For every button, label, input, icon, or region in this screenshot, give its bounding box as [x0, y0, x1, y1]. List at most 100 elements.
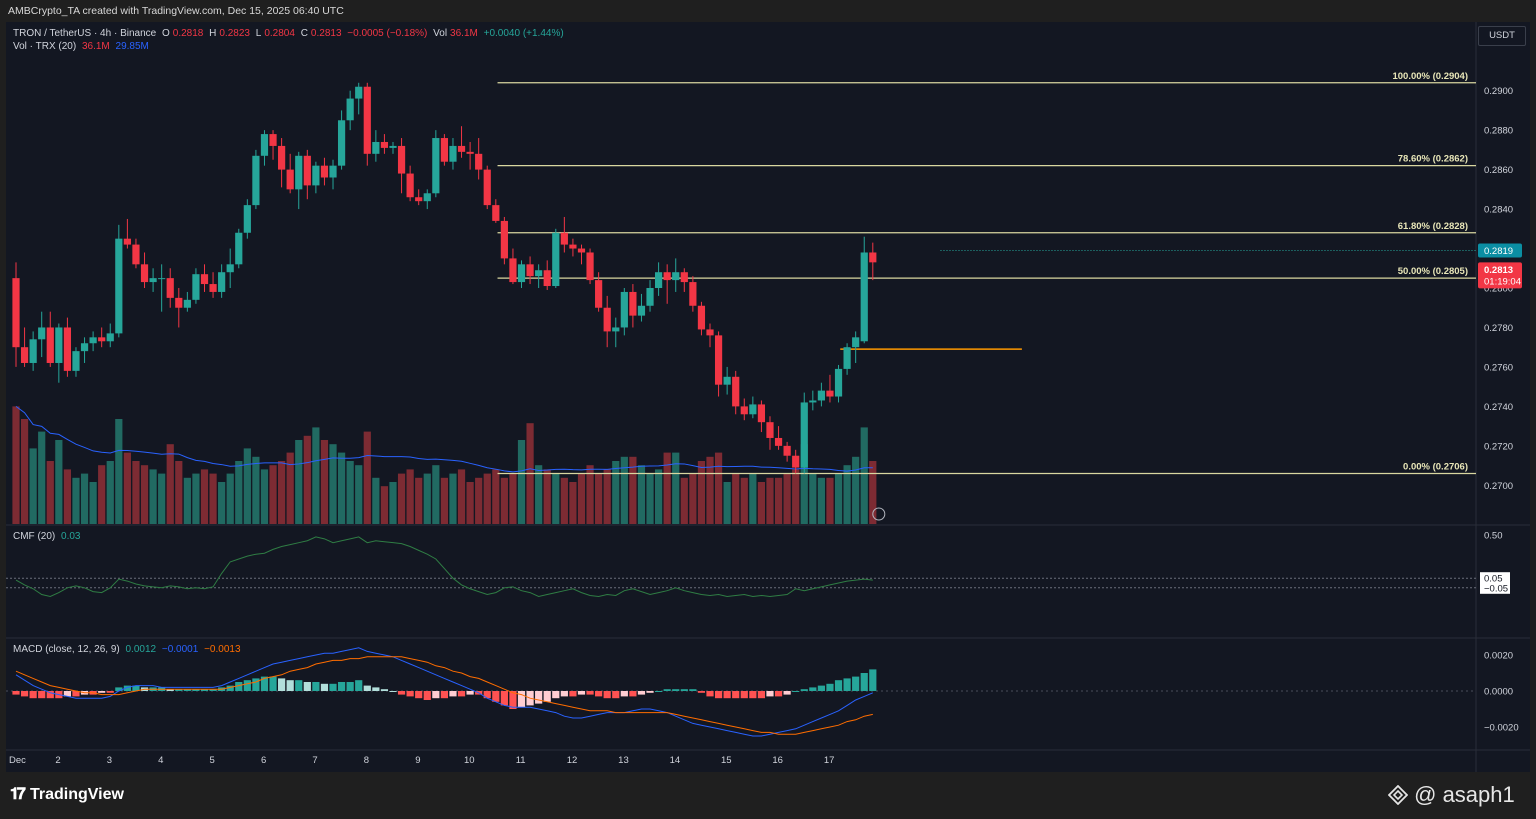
macd-histogram-bar: [509, 691, 517, 709]
candle-body: [620, 291, 628, 328]
macd-legend[interactable]: MACD (close, 12, 26, 9) 0.0012 −0.0001 −…: [13, 644, 244, 655]
volume-bar: [80, 473, 89, 524]
candle-body: [175, 297, 183, 308]
candle-body: [278, 145, 286, 170]
candle-body: [663, 272, 671, 281]
chart-canvas[interactable]: 100.00% (0.2904) 78.60% (0.2862) 61.80% (0…: [6, 22, 1530, 772]
candle-body: [817, 390, 825, 401]
fib-level-label: 61.80% (0.2828): [1398, 221, 1468, 232]
macd-histogram-bar: [646, 691, 654, 693]
candle-body: [509, 258, 517, 283]
volume-bar: [697, 461, 706, 524]
macd-histogram-bar: [38, 691, 46, 699]
volume-bar: [586, 465, 594, 524]
macd-histogram-bar: [166, 689, 174, 691]
volume-bar: [286, 452, 294, 524]
time-axis-label: 3: [107, 755, 112, 766]
candle-body: [526, 264, 534, 277]
volume-label: Vol: [433, 28, 448, 39]
volume-bar: [689, 473, 697, 524]
macd-histogram-bar: [535, 691, 543, 704]
candle-body: [766, 422, 774, 438]
volume-indicator-legend[interactable]: Vol · TRX (20) 36.1M 29.85M: [13, 41, 152, 52]
currency-selector[interactable]: USDT: [1478, 26, 1526, 46]
macd-histogram-bar: [809, 687, 817, 691]
volume-bar: [749, 473, 757, 524]
macd-histogram-bar: [774, 691, 783, 697]
volume-bar: [363, 431, 371, 524]
macd-histogram-bar: [278, 678, 286, 691]
time-axis-label: 12: [567, 755, 578, 766]
tradingview-logo[interactable]: 𝟏𝟕 TradingView: [10, 786, 124, 804]
macd-histogram-bar: [620, 691, 628, 697]
volume-bar: [115, 419, 123, 524]
price-axis-tick: 0.2740: [1484, 402, 1513, 413]
chart-frame[interactable]: 100.00% (0.2904) 78.60% (0.2862) 61.80% (0…: [6, 22, 1530, 772]
price-axis-tick: 0.2860: [1484, 165, 1513, 176]
volume-bar: [466, 482, 474, 524]
macd-histogram-bar: [123, 685, 131, 691]
macd-line: [15, 647, 873, 737]
macd-histogram-bar: [603, 691, 611, 699]
volume-bar: [380, 486, 389, 524]
candle-body: [312, 165, 320, 186]
current-price-text: 0.2813: [1484, 265, 1513, 276]
volume-bar: [295, 440, 303, 524]
watermark-text: @ asaph1: [1414, 782, 1515, 807]
macd-histogram-bar: [363, 685, 371, 691]
candle-body: [415, 197, 423, 202]
macd-histogram-bar: [192, 689, 200, 691]
candle-body: [689, 282, 697, 306]
volume-bar: [629, 456, 637, 524]
macd-histogram-bar: [723, 691, 731, 699]
macd-histogram-bar: [560, 691, 568, 697]
high-label: H: [209, 28, 217, 39]
macd-histogram-bar: [389, 691, 397, 692]
candle-body: [252, 155, 260, 206]
macd-line-value: −0.0001: [161, 644, 199, 655]
volume-bar: [29, 448, 37, 524]
volume-bar: [723, 482, 731, 524]
volume-bar: [483, 473, 491, 524]
volume-bar: [569, 482, 577, 524]
macd-histogram-bar: [226, 685, 234, 691]
volume-bar: [449, 473, 457, 524]
volume-bar: [355, 465, 363, 524]
macd-histogram-bar: [329, 683, 337, 691]
macd-histogram-bar: [29, 691, 37, 699]
cmf-upper-badge: [1480, 572, 1510, 585]
volume-bar: [278, 461, 286, 524]
volume-bar: [869, 461, 877, 524]
time-axis-label: 9: [415, 755, 420, 766]
candle-body: [800, 402, 808, 468]
volume-bar: [12, 406, 20, 524]
candle-body: [749, 404, 757, 415]
price-axis-tick: 0.2900: [1484, 86, 1513, 97]
time-axis-label: 17: [824, 755, 835, 766]
macd-histogram-bar: [12, 691, 20, 695]
volume-bar: [457, 469, 466, 524]
volume-bar: [740, 477, 748, 524]
symbol-name[interactable]: TRON / TetherUS · 4h · Binance: [13, 28, 157, 39]
candle-body: [115, 238, 123, 334]
macd-histogram-bar: [115, 687, 123, 691]
macd-histogram-bar: [860, 673, 868, 691]
volume-bar: [766, 477, 774, 524]
time-axis-label: 5: [210, 755, 215, 766]
candle-body: [723, 376, 731, 385]
volume-bar: [218, 482, 226, 524]
author-watermark: @ asaph1: [1388, 782, 1515, 808]
cmf-value: 0.03: [61, 531, 81, 542]
candle-body: [637, 305, 646, 316]
macd-histogram-bar: [466, 691, 474, 695]
volume-bar: [440, 477, 448, 524]
volume-bar: [843, 465, 851, 524]
cmf-legend[interactable]: CMF (20) 0.03: [13, 531, 83, 542]
macd-histogram-bar: [235, 682, 243, 691]
volume-indicator-v1: 36.1M: [81, 41, 110, 52]
macd-histogram-bar: [312, 682, 320, 691]
candle-body: [543, 270, 551, 287]
macd-histogram-bar: [843, 678, 851, 691]
volume-bar: [20, 419, 29, 524]
macd-histogram-bar: [595, 691, 603, 697]
